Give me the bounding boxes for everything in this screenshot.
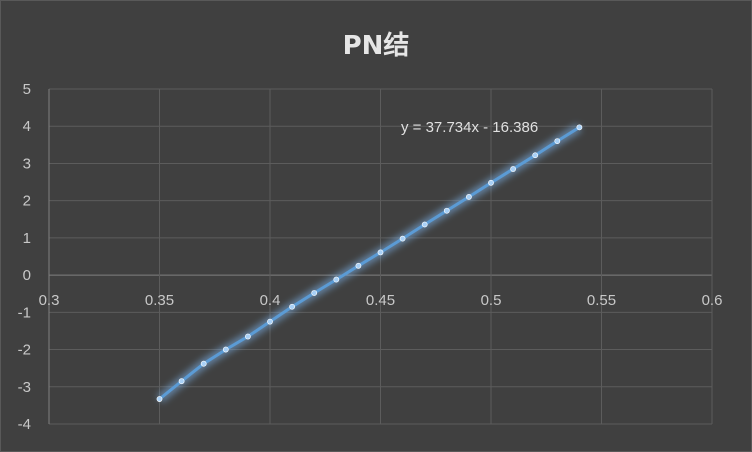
data-point <box>377 249 384 256</box>
data-point <box>443 207 450 214</box>
data-point <box>333 276 340 283</box>
x-tick-label: 0.45 <box>366 292 395 309</box>
data-point <box>178 378 185 385</box>
y-tick-label: -2 <box>18 342 31 359</box>
x-tick-label: 0.3 <box>39 292 60 309</box>
data-point <box>399 235 406 242</box>
data-point <box>311 290 318 296</box>
y-tick-label: -4 <box>18 416 31 433</box>
data-point <box>200 360 207 367</box>
data-point <box>421 221 428 228</box>
trendline-equation: y = 37.734x - 16.386 <box>401 119 538 136</box>
y-tick-label: -1 <box>18 304 31 321</box>
y-tick-label: -3 <box>18 379 31 396</box>
y-tick-label: 1 <box>23 230 31 247</box>
data-point <box>244 333 251 340</box>
x-tick-label: 0.35 <box>145 292 174 309</box>
data-point <box>554 138 561 145</box>
data-point <box>576 124 583 131</box>
data-point <box>289 303 295 310</box>
data-point <box>355 262 362 269</box>
data-point <box>510 166 516 172</box>
data-point <box>532 152 539 159</box>
data-point <box>488 179 494 186</box>
y-tick-label: 2 <box>23 193 31 210</box>
x-tick-label: 0.6 <box>702 292 723 309</box>
x-tick-label: 0.55 <box>587 292 616 309</box>
data-point <box>465 194 472 200</box>
x-tick-label: 0.4 <box>260 292 281 309</box>
x-tick-label: 0.5 <box>481 292 502 309</box>
data-point <box>267 318 273 325</box>
y-tick-label: 5 <box>23 81 31 98</box>
y-tick-label: 3 <box>23 155 31 172</box>
chart-title: PN结 <box>342 31 410 61</box>
series-line <box>158 125 581 401</box>
data-point <box>222 346 229 353</box>
data-point <box>156 396 163 402</box>
y-tick-label: 0 <box>23 267 31 284</box>
y-tick-label: 4 <box>23 118 31 135</box>
